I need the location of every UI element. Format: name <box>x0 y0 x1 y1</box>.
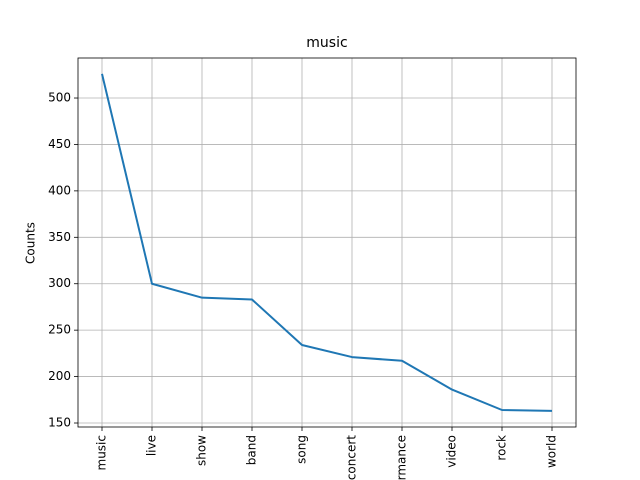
x-tick-label: live <box>145 435 159 456</box>
y-tick-label: 200 <box>48 369 71 383</box>
x-tick-label: world <box>545 435 559 468</box>
x-tick-label: performance <box>395 435 409 480</box>
y-tick-label: 250 <box>48 323 71 337</box>
x-tick-label: rock <box>495 435 509 461</box>
y-tick-label: 500 <box>48 91 71 105</box>
y-axis-label: Counts <box>24 222 38 264</box>
data-line <box>101 73 553 412</box>
x-tick-label: show <box>195 435 209 466</box>
y-tick-label: 350 <box>48 230 71 244</box>
chart-title: music <box>306 35 347 51</box>
x-tick-label: concert <box>345 435 359 480</box>
x-tick-label: song <box>295 435 309 464</box>
y-tick-label: 450 <box>48 137 71 151</box>
x-tick-label: band <box>245 435 259 465</box>
y-tick-label: 300 <box>48 276 71 290</box>
plot-frame <box>77 57 577 428</box>
x-tick-label: music <box>95 435 109 470</box>
x-tick-label: video <box>445 435 459 468</box>
y-tick-label: 150 <box>48 416 71 430</box>
y-tick-label: 400 <box>48 183 71 197</box>
